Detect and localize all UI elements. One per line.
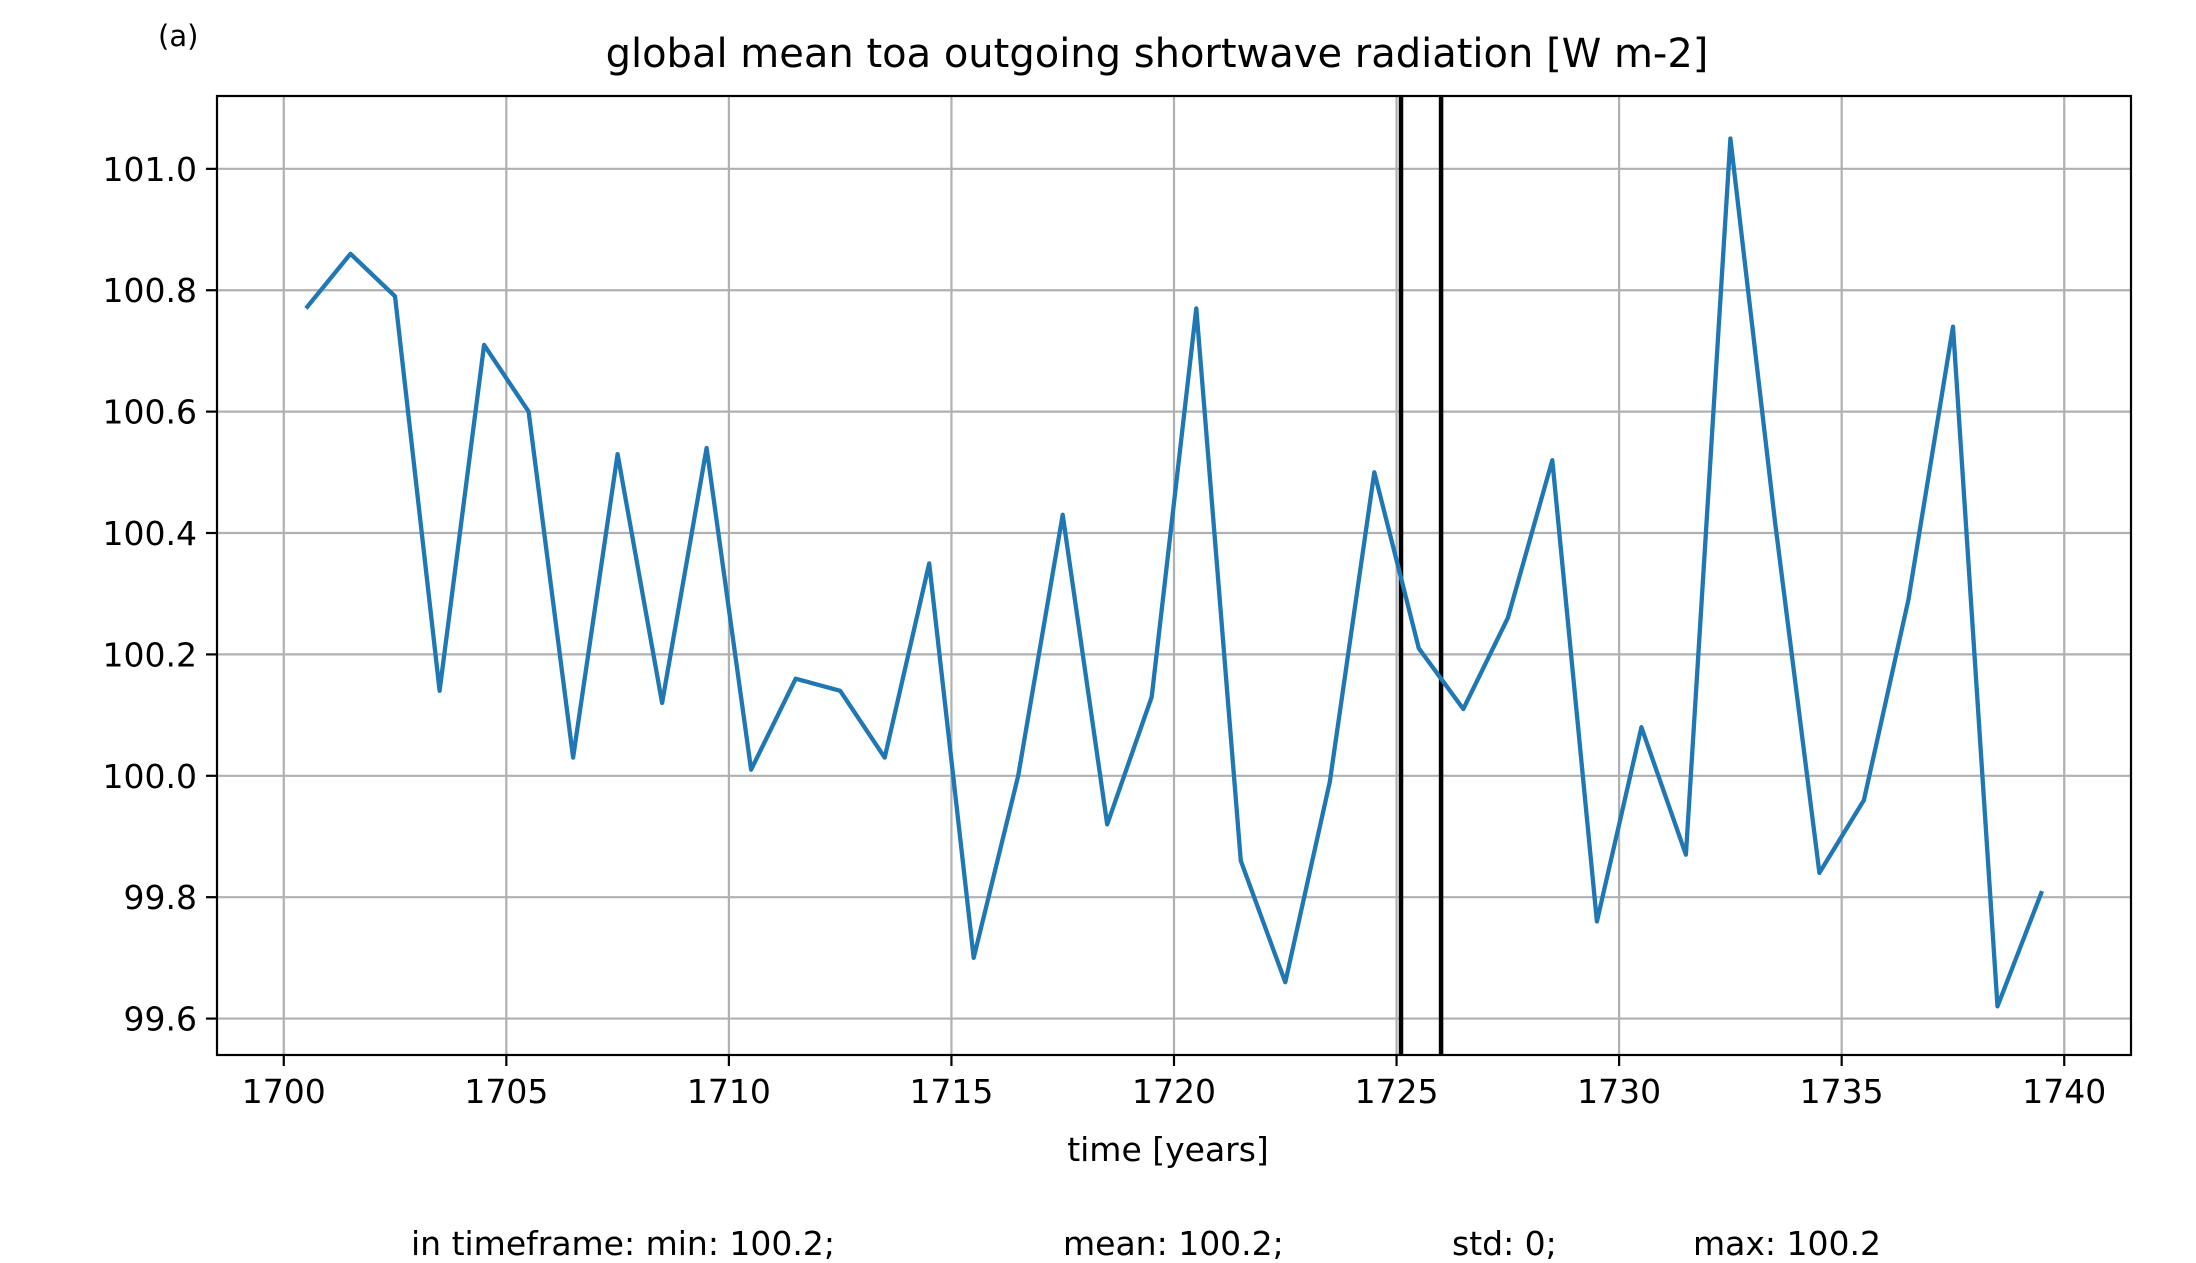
y-tick-label: 99.6 — [124, 1000, 197, 1039]
x-tick-label: 1725 — [1355, 1072, 1439, 1111]
y-tick-label: 100.6 — [103, 393, 197, 432]
x-tick-label: 1720 — [1132, 1072, 1216, 1111]
stats-min: in timeframe: min: 100.2; — [411, 1224, 835, 1263]
x-tick-label: 1730 — [1577, 1072, 1661, 1111]
x-tick-label: 1710 — [687, 1072, 771, 1111]
grid — [217, 96, 2131, 1055]
x-axis-label: time [years] — [1067, 1130, 1269, 1169]
chart-title: global mean toa outgoing shortwave radia… — [606, 31, 1709, 77]
y-tick-label: 100.4 — [103, 514, 197, 553]
x-tick-label: 1700 — [242, 1072, 326, 1111]
stats-max: max: 100.2 — [1693, 1224, 1881, 1263]
vertical-markers — [1398, 96, 1444, 1055]
panel-label: (a) — [158, 19, 198, 53]
y-tick-label: 101.0 — [103, 150, 197, 189]
y-tick-label: 100.0 — [103, 757, 197, 796]
stats-mean: mean: 100.2; — [1063, 1224, 1284, 1263]
series-line — [304, 136, 2045, 1009]
y-axis: 99.6 99.8 100.0 100.2 100.4 100.6 100.8 101.0 — [103, 150, 217, 1039]
x-tick-label: 1715 — [909, 1072, 993, 1111]
x-tick-label: 1735 — [1800, 1072, 1884, 1111]
series-group — [304, 136, 2045, 1009]
y-tick-label: 100.8 — [103, 271, 197, 310]
y-tick-label: 100.2 — [103, 635, 197, 674]
x-tick-label: 1705 — [464, 1072, 548, 1111]
x-axis: 1700 1705 1710 1715 1720 1725 1730 1735 1740 — [242, 1055, 2106, 1111]
stats-std: std: 0; — [1452, 1224, 1557, 1263]
y-tick-label: 99.8 — [124, 878, 197, 917]
x-tick-label: 1740 — [2022, 1072, 2106, 1111]
